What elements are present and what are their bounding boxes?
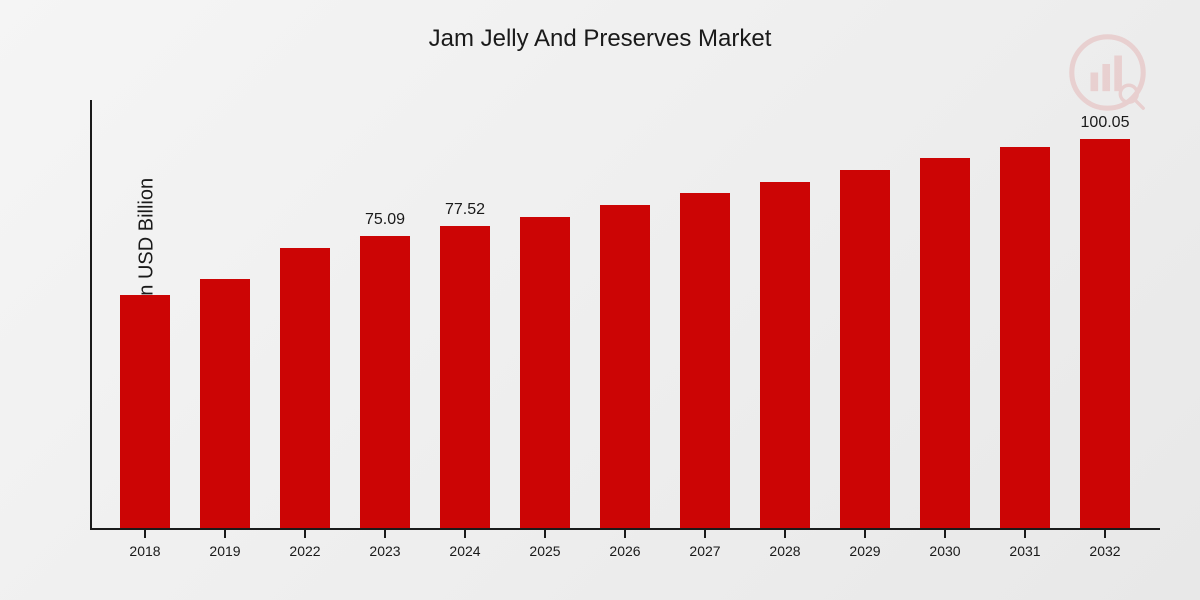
bar [840, 170, 890, 528]
bars-container: 75.09 77.52 100.05 [90, 100, 1160, 528]
x-tick-label: 2018 [129, 543, 160, 559]
x-tick-label: 2024 [449, 543, 480, 559]
x-tick-mark [784, 530, 786, 538]
chart-plot-area: 75.09 77.52 100.05 [90, 100, 1160, 530]
chart-title: Jam Jelly And Preserves Market [0, 0, 1200, 63]
bar: 75.09 [360, 236, 410, 528]
x-tick: 2023 [360, 535, 410, 559]
bar: 100.05 [1080, 139, 1130, 528]
bar-value-label: 75.09 [365, 211, 405, 229]
bar [920, 158, 970, 528]
x-axis-ticks: 2018 2019 2022 2023 2024 2025 2026 2027 2028 2029… [90, 535, 1160, 559]
x-tick: 2028 [760, 535, 810, 559]
x-tick: 2027 [680, 535, 730, 559]
x-tick-mark [864, 530, 866, 538]
x-tick-mark [464, 530, 466, 538]
x-tick: 2022 [280, 535, 330, 559]
x-tick-label: 2022 [289, 543, 320, 559]
bar: 77.52 [440, 226, 490, 528]
x-tick: 2032 [1080, 535, 1130, 559]
x-tick-label: 2032 [1089, 543, 1120, 559]
x-tick: 2025 [520, 535, 570, 559]
x-tick: 2024 [440, 535, 490, 559]
bar-wrap [760, 182, 810, 528]
x-tick: 2019 [200, 535, 250, 559]
x-tick: 2030 [920, 535, 970, 559]
x-tick-mark [544, 530, 546, 538]
x-tick-label: 2028 [769, 543, 800, 559]
bar-wrap: 100.05 [1080, 139, 1130, 528]
x-tick: 2031 [1000, 535, 1050, 559]
x-tick-mark [1024, 530, 1026, 538]
x-tick-label: 2019 [209, 543, 240, 559]
bar-value-label: 100.05 [1081, 114, 1130, 132]
bar-wrap [600, 205, 650, 528]
x-tick-mark [224, 530, 226, 538]
x-tick-label: 2031 [1009, 543, 1040, 559]
bar-wrap [1000, 147, 1050, 528]
x-tick-mark [1104, 530, 1106, 538]
bar-wrap [280, 248, 330, 528]
x-tick-label: 2025 [529, 543, 560, 559]
bar-wrap [840, 170, 890, 528]
bar [600, 205, 650, 528]
bar [280, 248, 330, 528]
bar-wrap: 75.09 [360, 236, 410, 528]
x-tick-mark [704, 530, 706, 538]
bar-wrap: 77.52 [440, 226, 490, 528]
x-tick-label: 2026 [609, 543, 640, 559]
x-tick-label: 2023 [369, 543, 400, 559]
bar [200, 279, 250, 528]
bar [680, 193, 730, 528]
x-tick: 2029 [840, 535, 890, 559]
x-tick-mark [944, 530, 946, 538]
x-tick: 2026 [600, 535, 650, 559]
x-tick-mark [384, 530, 386, 538]
bar [760, 182, 810, 528]
x-tick-mark [624, 530, 626, 538]
x-tick-label: 2030 [929, 543, 960, 559]
bar-wrap [520, 217, 570, 528]
bar [1000, 147, 1050, 528]
bar-wrap [680, 193, 730, 528]
bar-wrap [120, 295, 170, 528]
x-tick-mark [304, 530, 306, 538]
bar-wrap [200, 279, 250, 528]
bar-wrap [920, 158, 970, 528]
x-tick-label: 2029 [849, 543, 880, 559]
x-tick-mark [144, 530, 146, 538]
bar [520, 217, 570, 528]
bar-value-label: 77.52 [445, 201, 485, 219]
x-tick-label: 2027 [689, 543, 720, 559]
bar [120, 295, 170, 528]
x-tick: 2018 [120, 535, 170, 559]
